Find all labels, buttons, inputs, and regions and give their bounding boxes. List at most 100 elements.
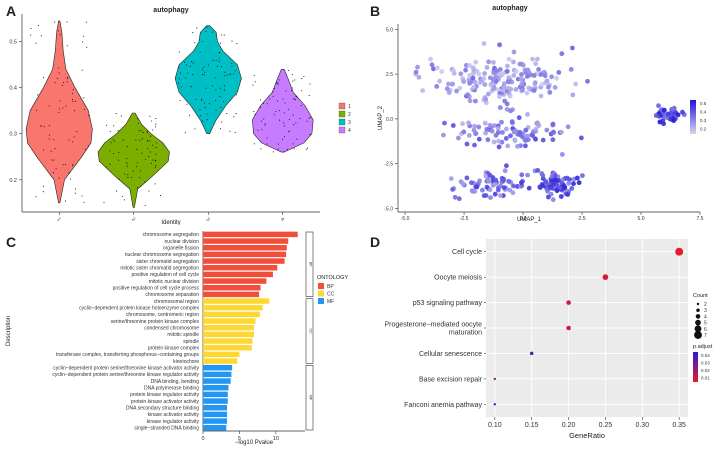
- facet-label: CC: [309, 328, 313, 334]
- umap-cell-point: [460, 181, 466, 187]
- bar-CC: [203, 351, 240, 358]
- umap-feature-plot: B autophagy -5.0 -2.5 0.0 2.5 5.0 7.5 -5.0 -2.5 0…: [370, 3, 707, 223]
- umap-cell-point: [413, 69, 419, 75]
- dot-Base excision repair: [493, 377, 496, 381]
- violin-point: [273, 87, 276, 90]
- violin-point: [72, 100, 74, 102]
- umap-cell-point: [520, 87, 525, 93]
- umap-cell-point: [551, 129, 556, 135]
- violin-point: [150, 162, 152, 164]
- violin-point: [36, 109, 38, 111]
- violin-point: [196, 27, 198, 29]
- y-tick-label: 5.0: [386, 27, 393, 33]
- umap-cell-point: [498, 193, 503, 199]
- violin-point: [116, 190, 118, 192]
- violin-point: [219, 87, 221, 89]
- violin-point: [204, 71, 206, 73]
- umap-cell-point: [497, 91, 503, 96]
- violin-point: [205, 30, 207, 32]
- umap-cell-point: [533, 61, 539, 67]
- violin-point: [293, 148, 295, 150]
- violin-point: [140, 185, 142, 187]
- bar-CC: [203, 345, 252, 351]
- umap-cell-point: [519, 72, 524, 77]
- umap-cell-point: [542, 73, 548, 79]
- umap-cell-point: [554, 188, 560, 194]
- legend-label-2: 2: [348, 112, 351, 118]
- violin-point: [199, 109, 201, 111]
- panel-letter: B: [370, 3, 380, 19]
- bar-label: serine/threonine protein kinase complex: [111, 319, 200, 325]
- violin-point: [260, 120, 262, 122]
- legend-title: ONTOLOGY: [317, 275, 348, 281]
- violin-point: [105, 166, 107, 168]
- violin-point: [87, 145, 89, 147]
- x-axis-title: GeneRatio: [569, 431, 605, 440]
- umap-cell-point: [501, 185, 507, 191]
- violin-point: [192, 62, 194, 64]
- violin-point: [67, 77, 69, 79]
- violin-point: [126, 163, 128, 165]
- violin-point: [261, 128, 263, 130]
- x-tick-label: 0.25: [599, 422, 613, 429]
- violin-1: [25, 20, 93, 204]
- umap-cell-point: [484, 184, 490, 190]
- umap-cell-point: [543, 179, 549, 184]
- violin-point: [178, 66, 180, 69]
- violin-point: [204, 106, 206, 109]
- y-axis-title: Description: [6, 316, 12, 346]
- violin-point: [220, 66, 223, 68]
- violin-point: [291, 73, 293, 76]
- umap-cell-point: [503, 136, 509, 141]
- violin-point: [293, 124, 295, 126]
- violin-point: [223, 89, 225, 91]
- violin-point: [76, 131, 78, 133]
- x-tick-label: 0.15: [525, 422, 539, 429]
- umap-cell-point: [549, 173, 555, 179]
- umap-cell-point: [559, 129, 564, 135]
- legend-swatch-MF: [318, 298, 324, 304]
- umap-cell-point: [473, 98, 478, 104]
- bar-BP: [203, 265, 278, 271]
- bar-CC: [203, 325, 254, 331]
- violin-point: [206, 26, 208, 28]
- violin-point: [68, 139, 70, 141]
- umap-cell-point: [504, 68, 510, 74]
- umap-cell-point: [576, 180, 582, 186]
- bar-label: cyclin−dependent protein kinase holoenzy…: [79, 306, 199, 312]
- violin-point: [191, 61, 193, 63]
- violin-point: [123, 173, 126, 175]
- umap-cell-point: [510, 190, 516, 196]
- umap-cell-point: [434, 65, 440, 71]
- violin-point: [146, 132, 148, 134]
- kegg-dot-plot: D 0.10 0.15 0.20 0.25 0.30 0.35 GeneRatio Cell …: [370, 234, 713, 440]
- violin-point: [216, 65, 219, 67]
- violin-point: [159, 195, 162, 197]
- violin-point: [180, 86, 182, 88]
- violin-point: [202, 40, 204, 42]
- umap-cell-point: [536, 67, 541, 72]
- violin-point: [184, 132, 186, 134]
- legend-swatch-1: [338, 102, 346, 110]
- umap-cell-point: [492, 181, 498, 187]
- umap-cell-point: [494, 68, 500, 74]
- violin-2: [97, 112, 170, 208]
- violin-point: [43, 125, 45, 128]
- violin-point: [138, 130, 140, 132]
- umap-cell-point: [573, 81, 578, 87]
- violin-point: [282, 138, 284, 140]
- violin-point: [106, 124, 108, 126]
- violin-point: [309, 117, 311, 119]
- panel-letter: C: [6, 234, 16, 250]
- violin-point: [152, 159, 154, 161]
- violin-point: [155, 166, 157, 168]
- umap-cell-point: [460, 121, 465, 126]
- umap-cell-point: [525, 112, 530, 117]
- y-tick-label: 0.0: [386, 117, 393, 123]
- umap-cell-point: [523, 143, 528, 149]
- umap-cell-point: [456, 135, 461, 141]
- violin-point: [81, 195, 83, 197]
- umap-cell-point: [500, 71, 506, 76]
- violin-point: [72, 92, 74, 95]
- violin-point: [132, 170, 134, 172]
